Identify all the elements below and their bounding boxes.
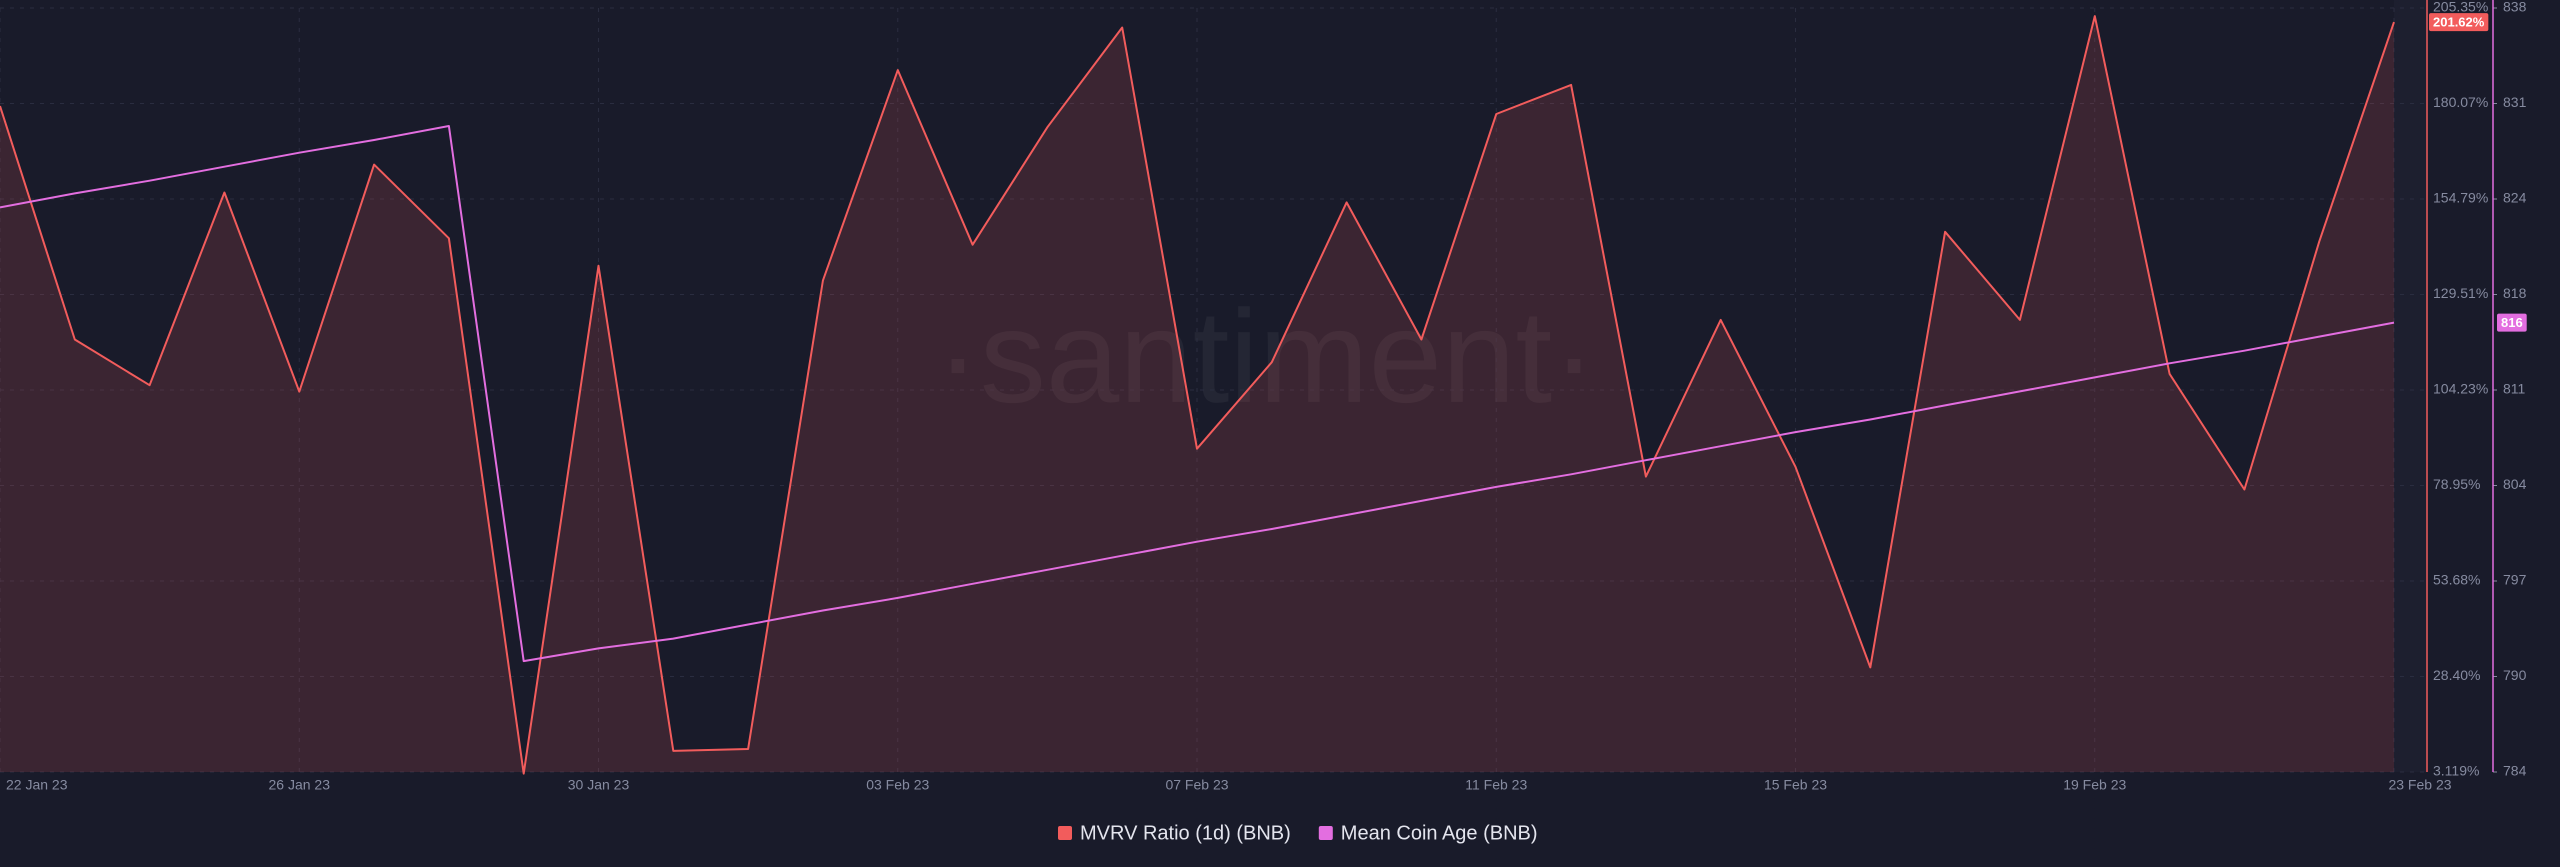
y-tick-label: 154.79% <box>2433 190 2488 206</box>
x-tick-label: 03 Feb 23 <box>866 777 929 793</box>
y2-tick-label: 838 <box>2503 0 2527 15</box>
legend-swatch <box>1318 826 1333 840</box>
current-value-label: 816 <box>2501 315 2523 330</box>
y-tick-label: 78.95% <box>2433 476 2480 492</box>
x-tick-label: 26 Jan 23 <box>269 777 331 793</box>
watermark: ·santiment· <box>936 283 1596 430</box>
plot-edge <box>2394 0 2427 772</box>
y2-tick-label: 797 <box>2503 572 2527 588</box>
x-tick-label: 15 Feb 23 <box>1764 777 1827 793</box>
legend-label: MVRV Ratio (1d) (BNB) <box>1080 822 1291 844</box>
current-value-badge <box>2497 313 2527 332</box>
y-tick-label: 104.23% <box>2433 381 2488 397</box>
series-line <box>0 15 2395 775</box>
series-line <box>0 125 2395 663</box>
y2-tick-label: 790 <box>2503 667 2527 683</box>
x-tick-label: 11 Feb 23 <box>1465 777 1527 793</box>
x-tick-label: 30 Jan 23 <box>568 777 630 793</box>
x-tick-label: 19 Feb 23 <box>2063 777 2126 793</box>
current-value-label: 201.62% <box>2433 15 2485 30</box>
y-tick-label: 3.119% <box>2433 763 2479 779</box>
y-tick-label: 129.51% <box>2433 285 2488 301</box>
y-tick-label: 28.40% <box>2433 667 2480 683</box>
y-tick-label: 53.68% <box>2433 572 2480 588</box>
series-area <box>0 16 2394 774</box>
y2-tick-label: 811 <box>2503 381 2526 397</box>
x-tick-label: 22 Jan 23 <box>6 777 68 793</box>
y-tick-label: 180.07% <box>2433 94 2488 110</box>
y2-tick-label: 804 <box>2503 476 2527 492</box>
current-value-badge <box>2429 13 2489 32</box>
y2-tick-label: 831 <box>2503 94 2527 110</box>
legend-swatch <box>1058 826 1072 840</box>
y2-tick-label: 784 <box>2503 763 2527 779</box>
y2-tick-label: 818 <box>2503 285 2527 301</box>
y-tick-label: 205.35% <box>2433 0 2488 15</box>
x-tick-label: 07 Feb 23 <box>1165 777 1228 793</box>
legend-label: Mean Coin Age (BNB) <box>1341 822 1538 844</box>
y2-tick-label: 824 <box>2503 190 2527 206</box>
x-tick-label: 23 Feb 23 <box>2388 777 2451 793</box>
